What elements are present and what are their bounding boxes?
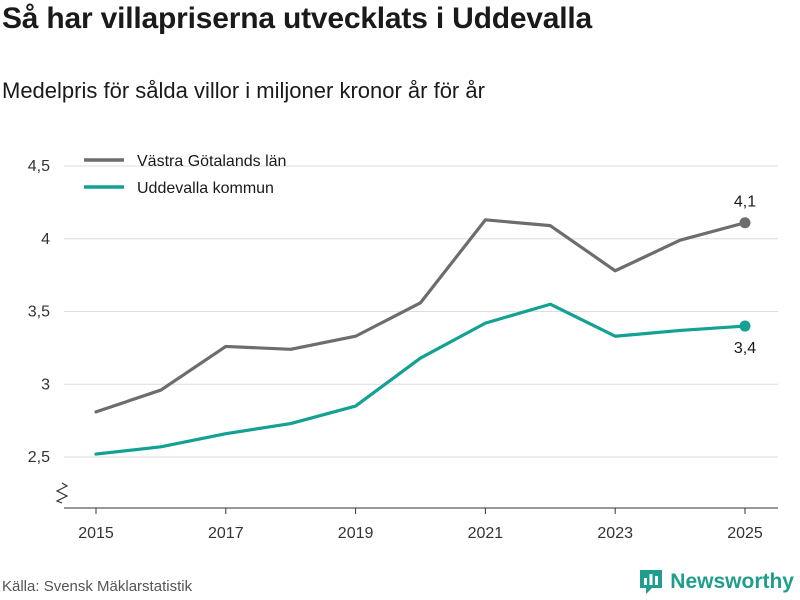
x-tick-label: 2023 bbox=[597, 525, 633, 542]
legend-label: Uddevalla kommun bbox=[137, 180, 274, 197]
x-tick-label: 2021 bbox=[468, 525, 504, 542]
gridlines bbox=[64, 165, 778, 458]
x-tick-label: 2017 bbox=[208, 525, 244, 542]
axis-break-icon bbox=[55, 482, 69, 504]
series-end-marker bbox=[739, 320, 751, 332]
chart-title: Så har villapriserna utvecklats i Uddeva… bbox=[2, 2, 593, 35]
y-tick-label: 4 bbox=[41, 231, 50, 248]
series-line-0 bbox=[94, 218, 747, 414]
series-end-label: 4,1 bbox=[734, 194, 756, 211]
brand-name: Newsworthy bbox=[670, 570, 794, 593]
axes: 2,5 3 3,5 4 4,5 2015 2017 2019 2021 2023 2025 bbox=[28, 158, 778, 542]
series-end-label: 3,4 bbox=[734, 340, 756, 357]
series-line-1 bbox=[94, 302, 747, 456]
y-tick-label: 4,5 bbox=[28, 158, 50, 175]
y-tick-label: 2,5 bbox=[28, 449, 50, 466]
y-tick-label: 3 bbox=[41, 376, 50, 393]
x-tick-label: 2015 bbox=[78, 525, 114, 542]
brand-logo[interactable]: Newsworthy bbox=[638, 568, 794, 596]
source-note: Källa: Svensk Mäklarstatistik bbox=[2, 578, 193, 595]
series-group: 4,1 3,4 bbox=[94, 194, 756, 456]
legend-label: Västra Götalands län bbox=[137, 153, 286, 170]
chart-subtitle: Medelpris för sålda villor i miljoner kr… bbox=[2, 78, 485, 103]
newsworthy-logo-icon bbox=[640, 570, 663, 594]
x-tick-label: 2019 bbox=[338, 525, 374, 542]
series-end-marker bbox=[739, 217, 751, 229]
x-tick-label: 2025 bbox=[727, 525, 763, 542]
y-tick-label: 3,5 bbox=[28, 304, 50, 321]
legend: Västra Götalands län Uddevalla kommun bbox=[84, 153, 286, 197]
